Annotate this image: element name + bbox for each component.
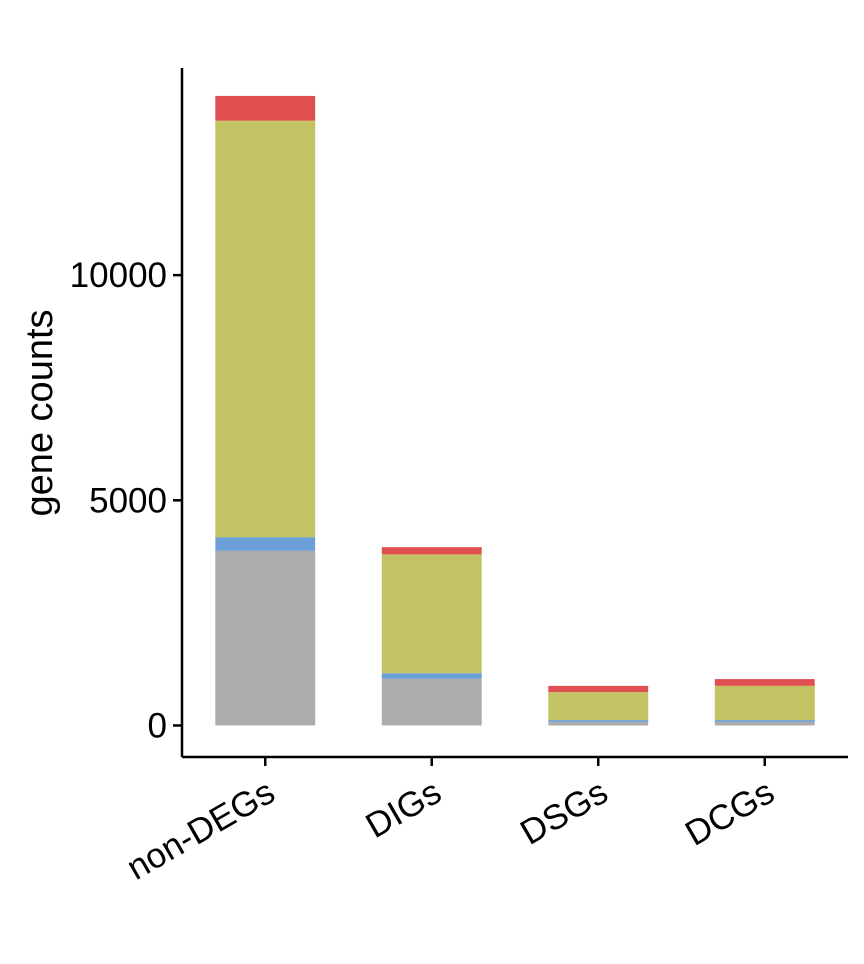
bar-segment-digs-3 — [381, 547, 482, 555]
bar-segment-dcgs-1 — [714, 720, 815, 722]
bar-segment-digs-1 — [381, 673, 482, 679]
x-tick-label-non-degs: non-DEGs — [120, 772, 281, 887]
bar-segment-dsgs-3 — [548, 685, 649, 693]
bar-segment-dcgs-0 — [714, 721, 815, 726]
y-tick-label-5000: 5000 — [89, 481, 167, 520]
bar-segment-digs-0 — [381, 678, 482, 726]
bar-segment-dcgs-2 — [714, 685, 815, 721]
y-tick-label-10000: 10000 — [70, 256, 167, 295]
bar-segment-dsgs-1 — [548, 720, 649, 722]
bar-segment-digs-2 — [381, 554, 482, 674]
x-tick-label-digs: DIGs — [359, 772, 448, 846]
bar-segment-non-degs-2 — [215, 120, 316, 538]
bar-segment-non-degs-3 — [215, 95, 316, 121]
x-tick-label-dsgs: DSGs — [514, 772, 614, 852]
bar-segment-non-degs-1 — [215, 537, 316, 551]
bars-layer — [215, 95, 815, 726]
y-axis-title: gene counts — [19, 309, 61, 516]
bar-segment-dsgs-2 — [548, 692, 649, 721]
y-tick-label-0: 0 — [148, 706, 167, 745]
axes-layer — [173, 68, 848, 766]
bar-segment-dcgs-3 — [714, 679, 815, 686]
x-tick-label-dcgs: DCGs — [679, 772, 781, 853]
bar-segment-non-degs-0 — [215, 550, 316, 726]
bar-segment-dsgs-0 — [548, 721, 649, 726]
